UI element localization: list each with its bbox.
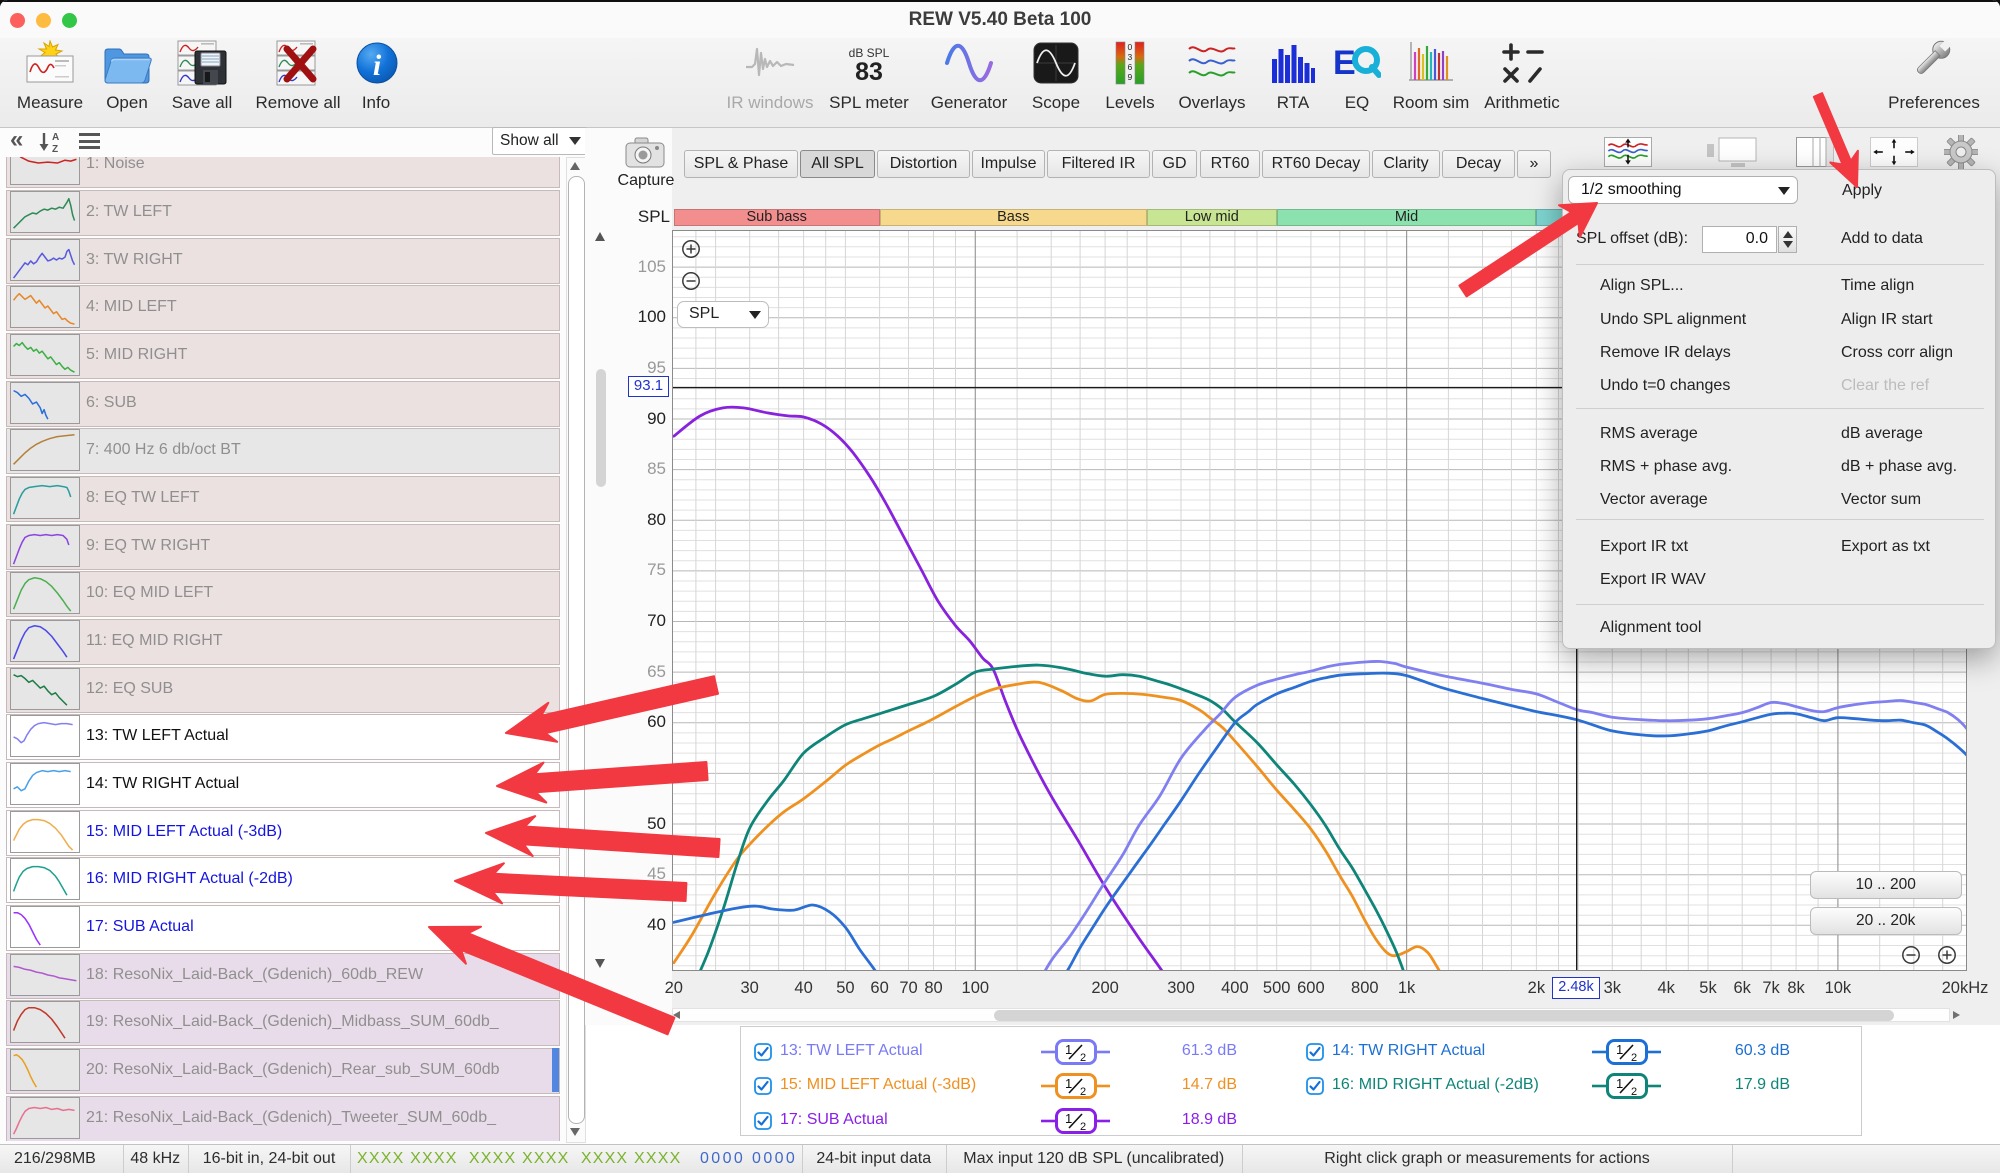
svg-text:2: 2 [1631, 1052, 1637, 1064]
svg-text:2: 2 [1080, 1121, 1086, 1133]
svg-text:2: 2 [1631, 1086, 1637, 1098]
svg-text:1: 1 [1065, 1042, 1072, 1057]
svg-text:1: 1 [1616, 1076, 1623, 1091]
svg-text:1: 1 [1065, 1111, 1072, 1126]
svg-text:9: 9 [1128, 72, 1133, 82]
svg-text:6: 6 [1128, 62, 1133, 72]
svg-text:3: 3 [1128, 52, 1133, 62]
svg-text:E: E [1333, 44, 1356, 82]
svg-text:i: i [373, 49, 382, 82]
svg-text:Z: Z [52, 144, 58, 153]
svg-text:A: A [52, 132, 59, 143]
svg-text:2: 2 [1080, 1052, 1086, 1064]
svg-text:2: 2 [1080, 1086, 1086, 1098]
svg-text:0: 0 [1128, 42, 1133, 52]
svg-text:1: 1 [1065, 1076, 1072, 1091]
svg-text:1: 1 [1616, 1042, 1623, 1057]
